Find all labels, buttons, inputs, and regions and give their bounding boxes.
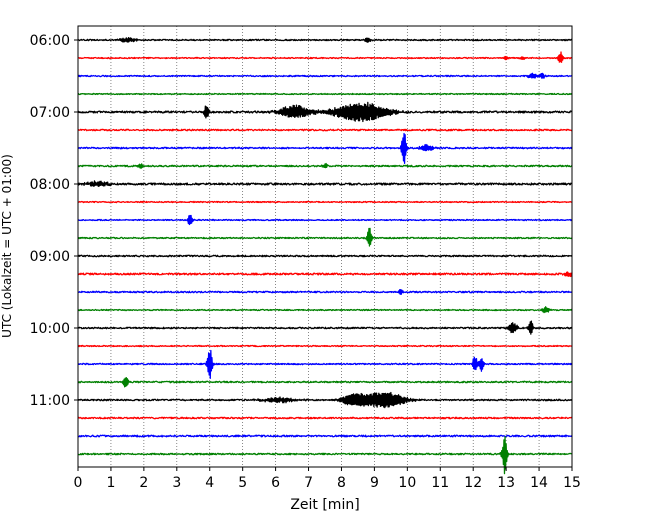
x-tick-label-11: 11 bbox=[431, 475, 449, 491]
x-tick-label-4: 4 bbox=[205, 475, 214, 491]
x-tick-label-1: 1 bbox=[106, 475, 115, 491]
y-tick-label-08:00: 08:00 bbox=[30, 177, 70, 193]
x-tick-label-15: 15 bbox=[563, 475, 581, 491]
y-axis-label: UTC (Lokalzeit = UTC + 01:00) bbox=[0, 154, 14, 338]
trace-10 bbox=[77, 214, 573, 226]
x-tick-label-3: 3 bbox=[172, 475, 181, 491]
axis-layer: 0 1 2 3 4 5 6 7 8 9 10 11 12 13 14 1506:0007:0008:0009:… bbox=[30, 33, 581, 491]
y-tick-label-06:00: 06:00 bbox=[30, 33, 70, 49]
x-tick-label-12: 12 bbox=[464, 475, 482, 491]
trace-21 bbox=[77, 416, 573, 420]
x-tick-label-2: 2 bbox=[139, 475, 148, 491]
x-tick-label-10: 10 bbox=[398, 475, 416, 491]
trace-9 bbox=[77, 200, 573, 204]
trace-2 bbox=[77, 72, 573, 79]
trace-17 bbox=[77, 344, 573, 348]
trace-23 bbox=[77, 436, 573, 475]
y-tick-label-09:00: 09:00 bbox=[30, 249, 70, 265]
x-tick-label-7: 7 bbox=[304, 475, 313, 491]
x-tick-label-5: 5 bbox=[238, 475, 247, 491]
x-tick-label-14: 14 bbox=[530, 475, 548, 491]
trace-0 bbox=[77, 37, 573, 43]
y-tick-label-07:00: 07:00 bbox=[30, 105, 70, 121]
trace-12 bbox=[77, 254, 573, 258]
trace-11 bbox=[77, 227, 573, 247]
trace-20 bbox=[77, 391, 573, 409]
plot-frame bbox=[77, 25, 573, 468]
trace-4 bbox=[77, 101, 573, 123]
trace-22 bbox=[77, 434, 573, 438]
trace-14 bbox=[77, 288, 573, 295]
trace-8 bbox=[77, 180, 573, 188]
trace-3 bbox=[77, 92, 573, 96]
y-tick-label-10:00: 10:00 bbox=[30, 321, 70, 337]
trace-13 bbox=[77, 271, 573, 278]
y-tick-label-11:00: 11:00 bbox=[30, 393, 70, 409]
trace-7 bbox=[77, 162, 573, 169]
trace-19 bbox=[77, 376, 573, 388]
trace-16 bbox=[77, 320, 573, 335]
x-tick-label-0: 0 bbox=[74, 475, 83, 491]
trace-1 bbox=[77, 51, 573, 63]
trace-layer bbox=[77, 37, 573, 475]
x-tick-label-13: 13 bbox=[497, 475, 515, 491]
x-tick-label-8: 8 bbox=[337, 475, 346, 491]
x-tick-label-9: 9 bbox=[370, 475, 379, 491]
trace-15 bbox=[77, 306, 573, 314]
trace-18 bbox=[77, 349, 573, 379]
x-axis-label: Zeit [min] bbox=[290, 497, 359, 513]
trace-5 bbox=[77, 128, 573, 132]
x-tick-label-6: 6 bbox=[271, 475, 280, 491]
trace-6 bbox=[77, 132, 573, 164]
